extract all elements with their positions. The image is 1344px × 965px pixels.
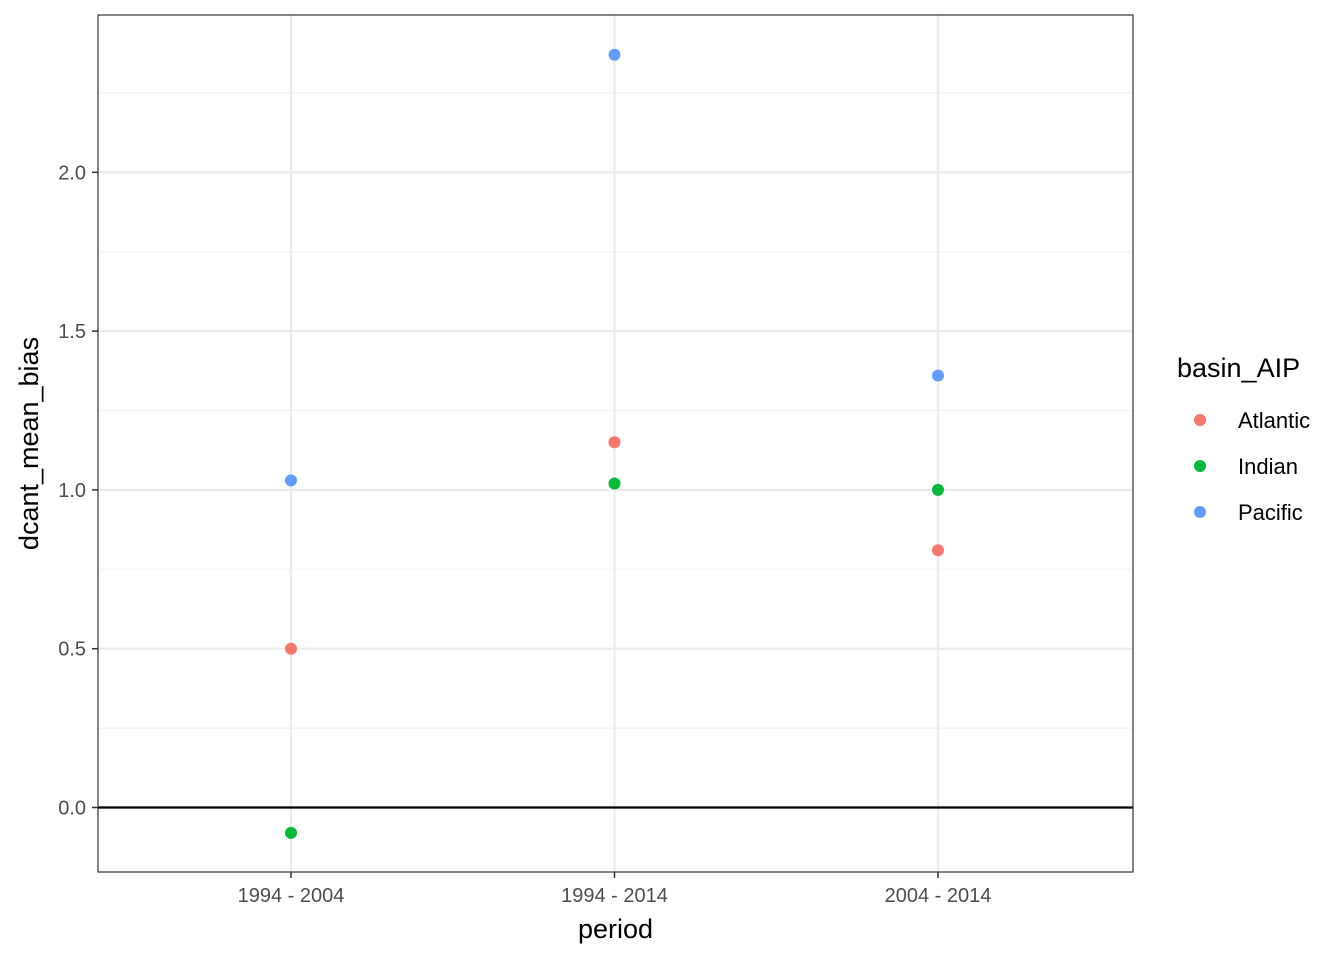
- legend-label-pacific: Pacific: [1238, 500, 1303, 525]
- x-axis: 1994 - 2004 1994 - 2014 2004 - 2014: [238, 872, 992, 907]
- x-tick-label: 1994 - 2004: [238, 885, 345, 907]
- legend-key-atlantic: [1194, 414, 1206, 426]
- point-indian-2: [932, 483, 944, 496]
- legend-label-indian: Indian: [1238, 454, 1298, 479]
- x-tick-label: 1994 - 2014: [561, 885, 668, 907]
- point-pacific-1: [608, 48, 621, 61]
- legend-key-pacific: [1194, 506, 1206, 518]
- point-indian-0: [285, 826, 297, 839]
- y-tick-label: 1.0: [58, 480, 86, 502]
- legend-label-atlantic: Atlantic: [1238, 408, 1310, 433]
- plot-border: [97, 14, 1134, 873]
- y-axis: 0.0 0.5 1.0 1.5 2.0: [58, 162, 98, 820]
- grid-lines: [98, 15, 1133, 872]
- y-tick-label: 2.0: [58, 162, 86, 184]
- point-atlantic-1: [608, 436, 621, 449]
- y-tick-label: 0.5: [58, 639, 86, 661]
- legend-title: basin_AIP: [1177, 353, 1300, 383]
- data-points: [285, 48, 944, 839]
- point-atlantic-2: [932, 544, 944, 557]
- point-pacific-2: [932, 369, 944, 382]
- legend: basin_AIP Atlantic Indian Pacific: [1177, 353, 1310, 525]
- point-pacific-0: [285, 474, 297, 487]
- y-tick-label: 1.5: [58, 321, 86, 343]
- point-indian-1: [608, 477, 621, 490]
- x-tick-label: 2004 - 2014: [885, 885, 992, 907]
- legend-key-indian: [1194, 460, 1206, 472]
- x-axis-title: period: [578, 914, 653, 944]
- point-atlantic-0: [285, 642, 297, 655]
- y-axis-title: dcant_mean_bias: [14, 337, 44, 550]
- y-tick-label: 0.0: [58, 798, 86, 820]
